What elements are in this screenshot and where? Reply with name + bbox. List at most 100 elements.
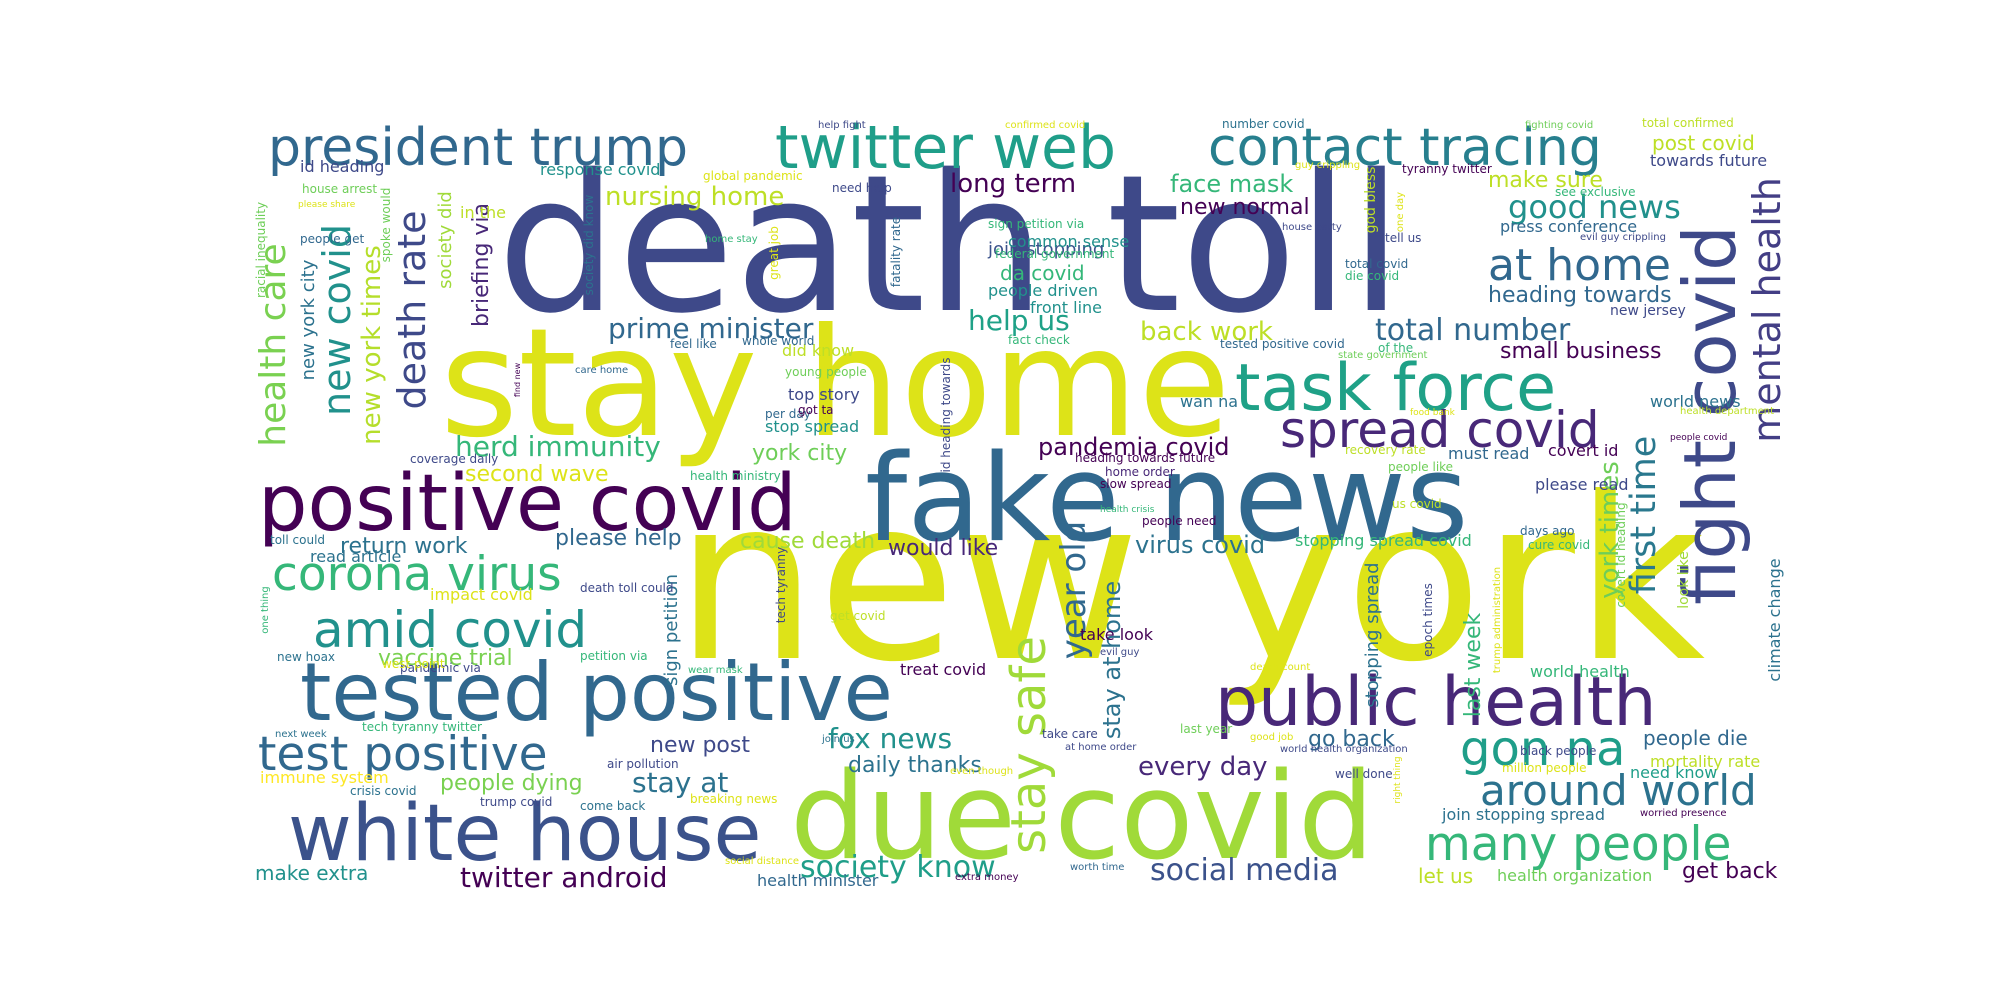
cloud-word: york times [1595,461,1625,599]
cloud-word: herd immunity [455,430,661,463]
cloud-word: evil guy [1100,647,1139,658]
cloud-word: twitter android [460,861,668,894]
cloud-word: daily thanks [848,753,982,778]
cloud-word: pandemia covid [1038,433,1230,461]
cloud-word: well done [1335,767,1393,781]
cloud-word: towards future [1650,151,1767,170]
cloud-word: good news [1508,188,1681,226]
cloud-word: return work [340,534,468,559]
cloud-word: covert id heading [1614,502,1628,607]
cloud-word: public health [1215,663,1656,742]
cloud-word: please read [1535,475,1629,494]
cloud-word: death rate [390,210,434,409]
cloud-word: take look [1080,625,1154,644]
cloud-word: black people [1520,744,1596,758]
cloud-word: nursing home [605,182,784,212]
cloud-word: state government [1338,350,1428,361]
cloud-word: mental health [1745,177,1789,443]
cloud-word: get covid [830,609,886,623]
cloud-word: good job [1250,732,1293,743]
cloud-word: health minister [757,871,879,890]
cloud-word: look like [1676,551,1692,609]
cloud-word: evil guy crippling [1580,232,1666,243]
cloud-word: help fight [818,120,866,131]
cloud-word: fox news [828,722,952,755]
cloud-word: tech tyranny [774,547,788,624]
cloud-word: young people [785,365,867,379]
cloud-word: one thing [260,586,271,634]
cloud-word: get back [1682,859,1778,884]
cloud-word: feel like [670,337,717,351]
cloud-word: home order [1105,465,1175,479]
cloud-word: spoke would [379,188,393,263]
cloud-word: tested positive covid [1220,337,1345,351]
cloud-word: many people [1425,817,1731,872]
cloud-word: stay home [440,297,1231,471]
cloud-word: fighting covid [1525,120,1593,131]
cloud-word: of the [1378,341,1413,355]
cloud-word: stop spread [765,417,859,436]
cloud-word: people driven [988,281,1098,300]
cloud-word: white house [288,789,761,879]
cloud-word: health ministry [690,469,781,483]
cloud-word: immune system [260,768,389,787]
cloud-word: house arrest [302,182,377,196]
cloud-word: sign petition via [988,217,1084,231]
cloud-word: tech tyranny twitter [362,720,482,734]
cloud-word: people like [1388,460,1453,474]
cloud-word: health crisis [1100,505,1155,515]
cloud-word: mortality rate [1650,752,1760,771]
cloud-word: join stopping [987,239,1104,260]
cloud-word: york city [752,441,847,466]
cloud-word: press conference [1500,217,1637,236]
cloud-word: spread covid [1280,401,1600,459]
cloud-word: at home order [1065,742,1137,753]
cloud-word: test positive [258,727,548,782]
cloud-word: fight covid [1668,225,1752,605]
cloud-word: even though [950,766,1013,777]
cloud-word: cure covid [1528,538,1590,552]
cloud-word: toll could [270,533,325,547]
cloud-word: world health organization [1280,744,1408,755]
cloud-word: days ago [1520,524,1574,538]
cloud-word: new hoax [277,650,335,664]
cloud-word: new york times [357,245,387,445]
cloud-word: treat covid [900,660,986,679]
cloud-word: house party [1282,222,1342,233]
cloud-word: great job [767,226,781,280]
cloud-word: million people [1502,761,1586,775]
cloud-word: last week [1461,613,1486,718]
cloud-word: tested positive [300,646,893,739]
cloud-word: fake news [865,430,1469,569]
cloud-word: wear mask [688,665,743,676]
cloud-word: vaccine trial [378,646,513,671]
cloud-word: trump administration [1492,567,1503,673]
cloud-word: breaking news [690,792,777,806]
cloud-word: read article [310,547,401,566]
cloud-word: second wave [465,462,608,487]
cloud-word: would like [888,536,998,561]
cloud-word: see exclusive [1555,185,1636,199]
cloud-word: new normal [1180,195,1310,220]
cloud-word: make sure [1488,168,1603,193]
cloud-word: global pandemic [703,169,803,183]
cloud-word: need help [832,181,892,195]
cloud-word: care home [575,365,628,376]
cloud-word: new covid [315,224,359,416]
cloud-word: society did know [582,195,596,296]
cloud-word: contact tracing [1208,118,1602,178]
cloud-word: coverage daily [410,452,498,466]
cloud-word: people dying [440,771,583,796]
cloud-word: people get [300,232,364,246]
cloud-word: president trump [268,118,688,178]
cloud-word: small business [1500,339,1661,364]
cloud-word: da covid [1000,261,1085,285]
cloud-word: virus covid [1135,531,1265,559]
cloud-word: task force [1235,351,1556,426]
cloud-word: health care [253,243,294,446]
cloud-word: fatality rate [889,217,903,287]
cloud-word: recovery rate [1345,443,1426,457]
cloud-word: help us [968,304,1070,337]
cloud-word: first time [1624,436,1664,595]
